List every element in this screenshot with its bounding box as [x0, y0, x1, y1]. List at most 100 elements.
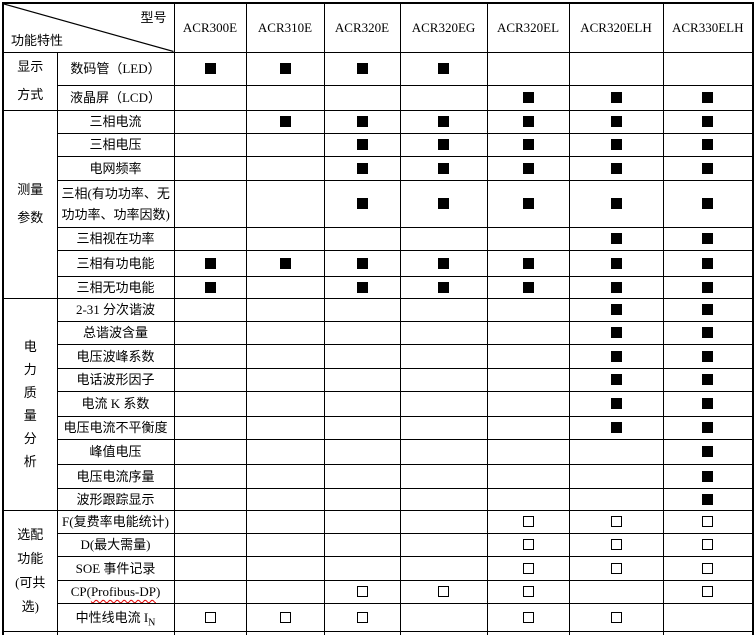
matrix-cell — [245, 555, 325, 581]
filled-square-icon — [356, 281, 368, 293]
matrix-cell — [662, 463, 754, 489]
matrix-cell — [568, 579, 664, 604]
matrix-cell — [568, 463, 664, 489]
empty-square-icon — [438, 586, 449, 597]
filled-square-icon — [702, 493, 714, 505]
filled-square-icon — [610, 116, 622, 127]
matrix-cell — [245, 630, 325, 635]
matrix-cell — [173, 390, 247, 417]
matrix-cell — [399, 343, 488, 369]
matrix-cell — [662, 532, 754, 557]
matrix-cell — [662, 179, 754, 228]
matrix-cell — [486, 179, 570, 228]
filled-square-icon — [356, 116, 368, 127]
table-row: CP(Profibus-DP) — [3, 579, 754, 604]
matrix-cell — [486, 155, 570, 181]
empty-square-icon — [522, 539, 534, 550]
model-header: ACR320ELH — [568, 2, 664, 53]
matrix-cell — [323, 132, 401, 157]
matrix-cell — [173, 179, 247, 228]
empty-square-icon — [522, 586, 534, 597]
feature-label: 电压波峰系数 — [56, 343, 175, 369]
matrix-cell — [568, 487, 664, 511]
empty-square-icon — [702, 586, 714, 597]
matrix-cell — [662, 320, 754, 345]
matrix-cell — [173, 415, 247, 440]
empty-square-icon — [356, 586, 368, 597]
table-row: 选配 功能 (可共 选) F(复费率电能统计) — [2, 509, 754, 632]
matrix-cell — [662, 555, 754, 581]
matrix-cell — [486, 275, 570, 299]
matrix-cell — [486, 84, 570, 111]
model-header: ACR330ELH — [662, 2, 754, 53]
matrix-cell — [323, 249, 401, 277]
filled-square-icon — [438, 139, 449, 150]
filled-square-icon — [610, 304, 622, 315]
filled-square-icon — [702, 304, 714, 315]
matrix-cell — [568, 415, 664, 440]
matrix-cell — [568, 226, 664, 251]
matrix-cell — [173, 132, 247, 157]
empty-square-icon — [610, 516, 622, 527]
subscript-text: N — [148, 617, 156, 629]
matrix-cell — [245, 343, 325, 369]
filled-square-icon — [610, 92, 622, 103]
matrix-cell — [486, 226, 570, 251]
empty-square-icon — [702, 516, 714, 527]
feature-label: 中性线电流 IN — [56, 602, 175, 632]
matrix-cell — [323, 390, 401, 417]
filled-square-icon — [702, 162, 714, 174]
feature-label: SOE 事件记录 — [56, 555, 175, 581]
matrix-cell — [245, 390, 325, 417]
table-row: 中性线电流 IN — [3, 602, 754, 632]
group-label: 显示 方式 — [2, 51, 58, 111]
matrix-cell — [323, 532, 401, 557]
feature-label: 电压电流序量 — [56, 463, 175, 489]
matrix-cell — [399, 415, 488, 440]
feature-label: 电流 K 系数 — [56, 390, 175, 417]
table-row: 显示 方式 数码管（LED） — [2, 51, 754, 111]
feature-label: 三相电流 — [56, 109, 175, 134]
filled-square-icon — [702, 350, 714, 362]
table-body: 显示 方式 数码管（LED） 液晶屏（LCD） 测量 参数 三相电流 三相电压 电网频率 三相(有… — [2, 51, 754, 635]
table-row: 波形跟踪显示 — [3, 487, 754, 511]
feature-label: 三相无功电能 — [56, 275, 175, 299]
group-label: 选配 功能 (可共 选) — [2, 509, 58, 632]
matrix-cell — [173, 602, 247, 632]
matrix-cell — [173, 438, 247, 465]
feature-label: D(最大需量) — [56, 532, 175, 557]
filled-square-icon — [522, 139, 534, 150]
matrix-cell — [399, 84, 488, 111]
matrix-cell — [399, 509, 488, 534]
matrix-cell — [662, 84, 754, 111]
matrix-cell — [2, 630, 58, 635]
matrix-cell — [399, 226, 488, 251]
table-row: 电压电流序量 — [3, 463, 754, 489]
matrix-cell — [486, 555, 570, 581]
matrix-cell — [486, 487, 570, 511]
matrix-cell — [173, 226, 247, 251]
filled-square-icon — [522, 198, 534, 209]
matrix-cell — [173, 509, 247, 534]
matrix-cell — [173, 320, 247, 345]
matrix-cell — [399, 602, 488, 632]
matrix-cell — [173, 155, 247, 181]
matrix-cell — [323, 630, 401, 635]
filled-square-icon — [702, 470, 714, 482]
matrix-cell — [486, 51, 570, 86]
filled-square-icon — [356, 139, 368, 150]
diagonal-line — [4, 4, 174, 52]
matrix-cell — [486, 438, 570, 465]
matrix-cell — [662, 249, 754, 277]
filled-square-icon — [610, 233, 622, 244]
clipped-bottom-row — [2, 630, 754, 635]
matrix-cell — [173, 51, 247, 86]
feature-label: 三相视在功率 — [56, 226, 175, 251]
matrix-cell — [568, 367, 664, 392]
matrix-cell — [486, 320, 570, 345]
table-row: 电话波形因子 — [3, 367, 754, 392]
matrix-cell — [662, 109, 754, 134]
matrix-cell — [173, 343, 247, 369]
matrix-cell — [486, 132, 570, 157]
matrix-cell — [568, 297, 664, 322]
